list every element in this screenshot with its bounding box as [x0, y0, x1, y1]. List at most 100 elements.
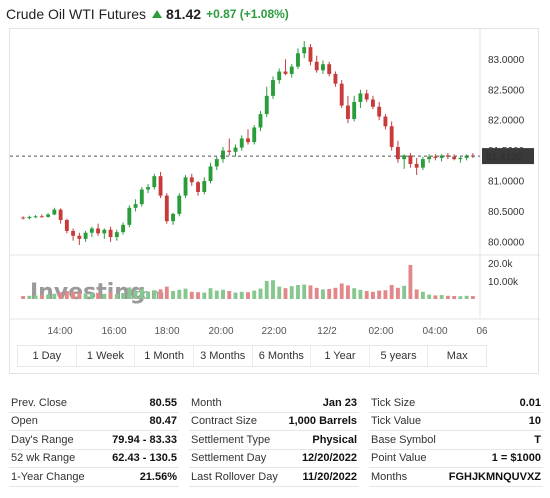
y-tick-label: 80.5000 [488, 207, 525, 218]
volume-bar [370, 291, 375, 299]
volume-bar [102, 293, 107, 299]
volume-bar [296, 285, 300, 299]
volume-bar [21, 296, 26, 299]
current-price-label: 81.4100 [486, 152, 523, 163]
volume-bar [27, 295, 32, 299]
stat-label: Open [11, 415, 38, 428]
price-chart[interactable]: 83.000082.500082.000081.500081.000080.50… [9, 28, 540, 375]
candle-body [464, 155, 469, 158]
volume-bar [452, 296, 457, 299]
range-max[interactable]: Max [446, 350, 468, 362]
candle-body [127, 207, 132, 225]
stat-value: 0.01 [519, 396, 541, 409]
volume-bar [208, 288, 213, 299]
candle-body [289, 66, 294, 74]
stat-label: Day's Range [11, 433, 74, 446]
volume-bar [327, 289, 332, 299]
stat-label: Settlement Type [191, 433, 271, 446]
volume-bar [114, 294, 119, 299]
volume-bar [408, 265, 413, 299]
volume-bar [383, 290, 388, 299]
x-tick-label: 02:00 [368, 326, 393, 337]
candle-body [327, 64, 332, 74]
stat-label: Base Symbol [371, 433, 436, 446]
range-3-months[interactable]: 3 Months [194, 346, 253, 366]
candle-body [246, 138, 250, 143]
volume-bar [239, 291, 244, 299]
volume-bar [302, 284, 307, 299]
volume-bar [46, 294, 51, 299]
stat-value: Physical [312, 433, 357, 446]
candle-body [71, 230, 76, 236]
candle-body [283, 71, 288, 74]
stat-value: 12/20/2022 [301, 452, 357, 465]
range-1-year[interactable]: 1 Year [311, 346, 370, 366]
candle-body [189, 177, 194, 183]
volume-bar [139, 289, 144, 299]
candle-body [171, 213, 175, 222]
volume-bar [108, 292, 113, 299]
x-tick-label: 04:00 [422, 326, 447, 337]
x-tick-label: 12/2 [317, 326, 337, 337]
chart-canvas[interactable]: 83.000082.500082.000081.500081.000080.50… [10, 29, 540, 375]
volume-bar [71, 291, 76, 299]
volume-tick-label: 20.0k [488, 259, 513, 270]
x-tick-label: 06 [476, 326, 488, 337]
volume-bar [333, 287, 338, 299]
instrument-header: Crude Oil WTI Futures 81.42 +0.87 (+1.08… [6, 4, 289, 24]
stat-label: Months [371, 470, 408, 483]
stat-value: 10 [528, 415, 541, 428]
volume-bar [433, 295, 438, 299]
volume-bar [414, 289, 419, 299]
candle-body [458, 157, 463, 160]
volume-bar [202, 292, 207, 299]
candle-body [139, 189, 144, 205]
volume-bar [246, 292, 250, 299]
volume-bar [389, 285, 394, 299]
volume-bar [445, 295, 450, 299]
candle-body [177, 195, 182, 214]
stat-row: Base Symbol T [369, 431, 543, 450]
volume-bar [339, 283, 344, 299]
candle-body [39, 216, 44, 218]
volume-bar [77, 292, 82, 299]
candle-body [64, 219, 69, 231]
candle-body [333, 73, 338, 84]
candle-body [164, 195, 169, 222]
volume-bar [127, 287, 132, 299]
volume-bar [458, 296, 463, 299]
candle-body [52, 209, 57, 215]
volume-bar [133, 290, 138, 299]
volume-bar [64, 291, 69, 299]
volume-bar [214, 290, 219, 299]
y-tick-label: 80.0000 [488, 237, 525, 248]
stat-row: Tick Size 0.01 [369, 394, 543, 413]
x-tick-label: 22:00 [261, 326, 286, 337]
volume-bar [377, 290, 382, 299]
candle-body [302, 47, 307, 54]
x-tick-label: 14:00 [47, 326, 72, 337]
volume-bar [183, 288, 188, 299]
range-1-day[interactable]: 1 Day [18, 346, 77, 366]
stat-value: 80.47 [149, 415, 177, 428]
candle-body [346, 105, 350, 119]
stat-row: Month Jan 23 [189, 394, 359, 413]
candle-body [314, 61, 319, 71]
range-5-years[interactable]: 5 years [370, 346, 429, 366]
range-1-month[interactable]: 1 Month [135, 346, 194, 366]
candle-body [221, 150, 225, 160]
volume-bar [196, 292, 200, 299]
volume-bar [33, 295, 38, 299]
volume-bar [283, 288, 288, 299]
candle-body [114, 232, 119, 238]
range-6-months[interactable]: 6 Months [253, 346, 312, 366]
volume-bar [258, 288, 263, 299]
stat-value: 79.94 - 83.33 [112, 433, 177, 446]
volume-bar [39, 295, 44, 299]
stat-label: Prev. Close [11, 396, 68, 409]
volume-bar [321, 289, 325, 299]
candle-body [264, 95, 269, 115]
candle-body [321, 64, 325, 71]
range-1-week[interactable]: 1 Week [77, 346, 136, 366]
volume-bar [314, 287, 319, 299]
